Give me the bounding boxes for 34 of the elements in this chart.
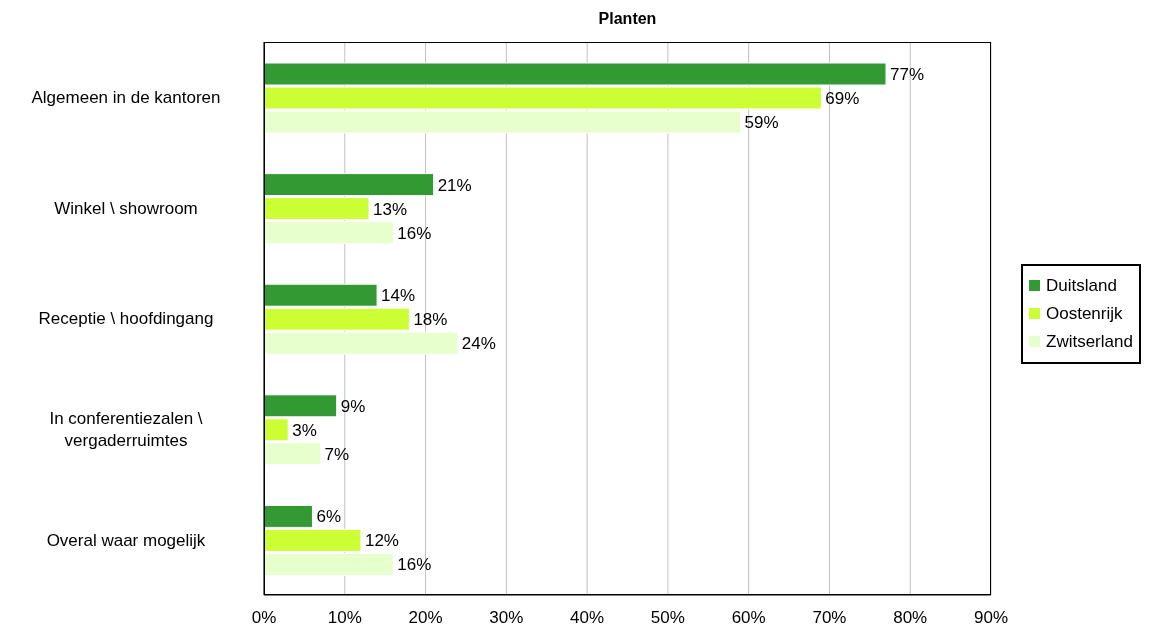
data-label: 77%	[889, 64, 925, 84]
data-label: 16%	[397, 223, 432, 243]
data-label: 14%	[381, 286, 416, 306]
x-tick-label: 50%	[650, 608, 685, 628]
data-label: 12%	[364, 531, 399, 551]
data-label: 7%	[324, 444, 350, 464]
x-tick-label: 60%	[731, 608, 766, 628]
data-label: 59%	[744, 112, 779, 132]
x-tick-label: 0%	[251, 608, 277, 628]
data-label: 24%	[461, 334, 496, 354]
x-tick-label: 80%	[893, 608, 928, 628]
data-label: 21%	[437, 175, 472, 195]
y-tick-label: Algemeen in de kantoren	[31, 88, 221, 108]
data-label: 6%	[316, 507, 342, 527]
x-tick-label: 30%	[489, 608, 524, 628]
data-label: 69%	[825, 88, 860, 108]
data-label: 9%	[340, 396, 366, 416]
y-tick-label: In conferentiezalen \ vergaderruimtes	[49, 409, 203, 451]
data-label: 18%	[413, 310, 448, 330]
data-label: 13%	[373, 199, 408, 219]
data-label: 3%	[292, 420, 317, 440]
chart-title: Planten	[597, 10, 658, 28]
y-tick-label: Overal waar mogelijk	[46, 530, 206, 550]
y-tick-label: Receptie \ hoofdingang	[38, 309, 214, 329]
x-tick-label: 90%	[973, 608, 1009, 628]
legend-label: Duitsland	[1046, 275, 1117, 296]
x-tick-label: 70%	[812, 608, 847, 628]
legend-label: Oostenrijk	[1046, 303, 1123, 324]
legend-label: Zwitserland	[1046, 331, 1133, 352]
x-tick-label: 40%	[570, 608, 605, 628]
y-tick-label: Winkel \ showroom	[54, 198, 198, 218]
data-label: 16%	[397, 555, 432, 575]
x-tick-label: 10%	[327, 608, 362, 628]
x-tick-label: 20%	[408, 608, 443, 628]
